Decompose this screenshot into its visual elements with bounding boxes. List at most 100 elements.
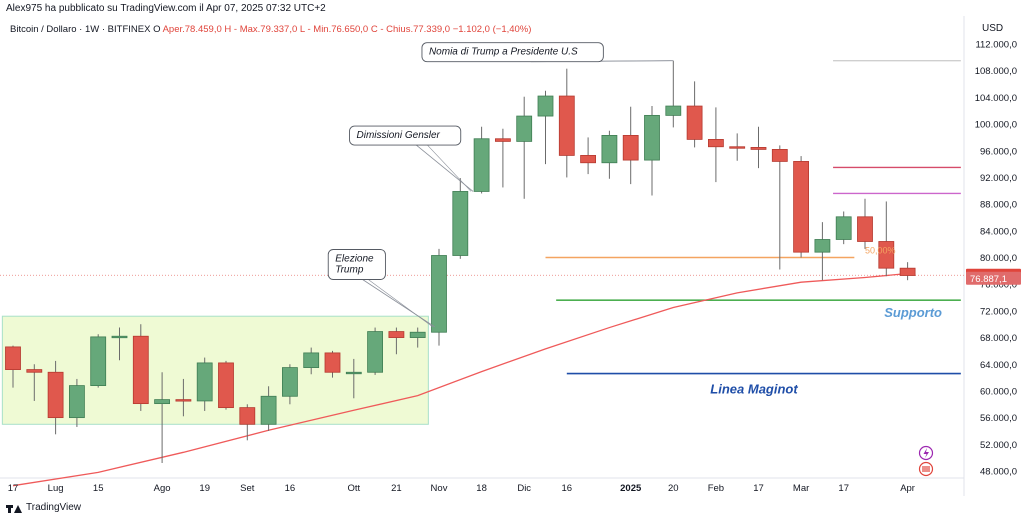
candle-body-4 [90,336,107,387]
candle-body-8 [175,399,192,402]
candle-body-3 [69,385,85,419]
candle-body-16 [345,371,362,375]
y-tick-label: 56.000,0 [980,413,1017,424]
published-info: Alex975 ha pubblicato su TradingView.com… [6,3,326,14]
callout-text-elezione-trump: Elezione [335,253,374,264]
candle-body-13 [281,367,298,397]
callout-box-dimissioni-gensler [349,125,462,146]
candle-body-0 [5,346,21,370]
candle-body-23 [494,138,511,142]
y-tick-label: 100.000,0 [975,120,1017,131]
callout-text-dimissioni-gensler: Dimissioni Gensler [357,130,441,141]
candle-body-31 [665,105,682,116]
candle-body-25 [537,95,554,117]
legend-change: −1.102,0 (−1,40%) [452,24,532,35]
callout-pointer2-elezione-trump [368,279,433,328]
y-tick-label: 52.000,0 [980,440,1017,451]
symbol-legend: Bitcoin / Dollaro · 1W · BITFINEX O Aper… [10,24,531,35]
y-tick-label: 48.000,0 [980,467,1017,478]
candle-body-6 [132,335,149,405]
lightning-icon-glyph [923,448,929,458]
y-tick-label: 72.000,0 [980,306,1017,317]
y-tick-label: 92.000,0 [980,173,1017,184]
candle-body-40 [857,216,873,242]
x-tick-label: Ott [347,483,360,494]
x-tick-label: Ago [154,483,171,494]
tradingview-logo-icon [6,503,22,513]
y-tick-label: 68.000,0 [980,333,1017,344]
callout-text-nomina-trump: Nomia di Trump a Presidente U.S [429,47,578,58]
candle-body-15 [324,352,341,373]
candle-body-39 [835,216,852,240]
moving-average-line [12,272,908,487]
candle-body-29 [622,135,639,161]
flag-icon-glyph [922,466,930,472]
candle-body-1 [26,369,43,373]
legend-open: Aper.78.459,0 [162,24,222,35]
candle-body-35 [750,147,767,150]
candle-body-42 [899,267,916,276]
candle-body-34 [729,146,746,149]
y-tick-label: 76.000,0 [980,280,1017,291]
x-tick-label: Nov [431,483,448,494]
candle-body-26 [558,95,575,156]
y-tick-label: 60.000,0 [980,386,1017,397]
x-tick-label: 17 [838,483,849,494]
x-tick-label: Feb [708,483,724,494]
tradingview-logo[interactable]: TradingView [6,502,81,513]
x-tick-label: 17 [753,483,764,494]
level-label-supporto: Supporto [884,305,942,320]
x-tick-label: 2025 [620,483,642,494]
legend-high: H - Max.79.337,0 [224,24,298,35]
callout-box-elezione-trump [327,249,386,280]
y-tick-label: 64.000,0 [980,360,1017,371]
x-tick-label: Lug [48,483,64,494]
y-tick-label: 84.000,0 [980,226,1017,237]
candle-body-32 [686,105,703,140]
x-tick-label: Apr [900,483,915,494]
candle-body-10 [218,362,234,409]
candle-body-22 [473,138,490,192]
candle-body-41 [878,241,895,269]
y-tick-label: 80.000,0 [980,253,1017,264]
x-tick-label: Set [240,483,255,494]
x-tick-label: 19 [199,483,210,494]
x-tick-label: 16 [285,483,296,494]
candle-body-30 [644,114,660,161]
x-tick-label: 20 [668,483,679,494]
candle-body-18 [388,331,405,338]
candle-body-11 [239,407,256,425]
candle-body-12 [260,395,277,425]
callout-pointer2-dimissioni-gensler [427,144,472,192]
y-tick-label: 112.000,0 [975,40,1017,51]
candle-body-24 [516,115,533,142]
price-tag-bg-ma-price [966,271,1021,285]
candle-body-37 [793,161,809,253]
legend-close: C - Chius.77.339,0 [370,24,451,35]
y-tick-label: 96.000,0 [980,146,1017,157]
candle-body-36 [771,149,788,162]
candle-body-5 [111,335,128,339]
symbol-name: Bitcoin / Dollaro · 1W · BITFINEX [10,24,151,35]
x-tick-label: Dic [517,483,531,494]
y-tick-label: 108.000,0 [975,66,1017,77]
candle-body-21 [452,191,469,256]
price-tag-text-ma-price: 76.887,1 [970,274,1007,285]
x-tick-label: 17 [8,483,19,494]
candle-body-14 [303,352,320,368]
tradingview-brand: TradingView [26,502,82,513]
candle-body-17 [367,331,384,373]
candle-body-19 [409,331,426,338]
x-tick-label: 18 [476,483,487,494]
candle-body-20 [431,255,447,333]
level-label-fib-50: 50,00% [865,246,896,256]
candle-body-9 [196,362,213,402]
callout-text-elezione-trump-1: Trump [335,264,364,275]
y-tick-label: 88.000,0 [980,200,1017,211]
x-tick-label: 15 [93,483,104,494]
candle-body-27 [580,155,596,164]
x-tick-label: 21 [391,483,402,494]
callout-pointer-elezione-trump [362,279,435,328]
legend-low: L - Min.76.650,0 [299,24,369,35]
